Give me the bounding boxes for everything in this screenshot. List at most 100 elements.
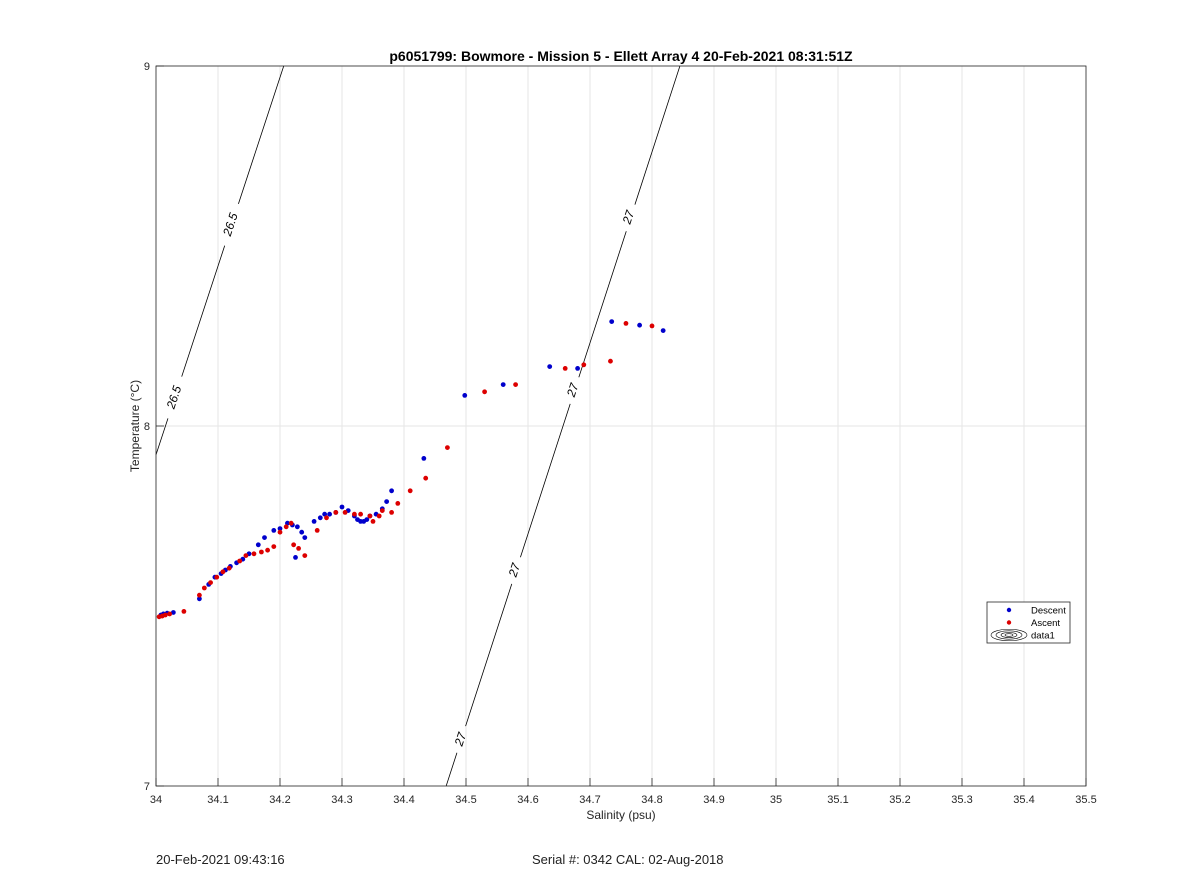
ascent-point [513, 382, 518, 387]
descent-point [262, 535, 267, 540]
descent-point [575, 366, 580, 371]
descent-point [277, 526, 283, 531]
legend-data1-label: data1 [1031, 631, 1055, 642]
ascent-point [167, 611, 173, 617]
ascent-point [367, 513, 373, 519]
ascent-point [395, 501, 401, 506]
descent-point [170, 610, 176, 615]
legend-box [986, 601, 1071, 644]
data-series [156, 319, 666, 620]
descent-point [197, 596, 202, 602]
ascent-point [407, 488, 413, 494]
ascent-point [649, 323, 655, 329]
descent-point [322, 511, 328, 517]
x-tick-label: 35.3 [951, 794, 972, 806]
ascent-point [608, 358, 613, 364]
descent-point [255, 542, 261, 548]
footer-serial-cal: Serial #: 0342 CAL: 02-Aug-2018 [532, 852, 724, 867]
x-tick-label: 34.7 [579, 794, 600, 806]
ascent-point [324, 515, 329, 521]
y-tick-label: 8 [144, 421, 150, 433]
y-axis-label: Temperature (°C) [128, 380, 142, 472]
legend-ascent-marker [1006, 620, 1012, 625]
legend-data1-marker [990, 628, 1028, 642]
ascent-point [162, 612, 168, 618]
descent-point [311, 519, 317, 524]
ascent-point [445, 445, 450, 450]
descent-point [660, 328, 666, 333]
legend-descent-label: Descent [1031, 606, 1066, 617]
x-tick-label: 35 [770, 794, 782, 806]
ascent-point [201, 585, 207, 591]
ascent-point [581, 362, 587, 368]
x-tick-label: 35.5 [1075, 794, 1096, 806]
contour-label: 27 [619, 207, 637, 226]
contour-label: 27 [505, 560, 523, 579]
x-tick-label: 35.1 [827, 794, 848, 806]
y-tick-label: 7 [144, 781, 150, 793]
ascent-point [379, 508, 385, 513]
ascent-point [389, 510, 394, 515]
descent-point [327, 511, 332, 517]
descent-point [302, 535, 308, 540]
ascent-point [296, 546, 301, 551]
ascent-point [376, 513, 382, 519]
descent-point [293, 555, 298, 560]
x-tick-label: 34.4 [393, 794, 414, 806]
x-tick-label: 34 [150, 794, 162, 806]
ascent-point [358, 511, 363, 517]
ascent-point [277, 529, 283, 535]
descent-point [364, 517, 370, 522]
ascent-point [482, 389, 487, 395]
descent-point [547, 364, 553, 369]
x-tick-label: 34.9 [703, 794, 724, 806]
descent-point [294, 524, 300, 530]
chart-title: p6051799: Bowmore - Mission 5 - Ellett A… [389, 48, 853, 64]
ascent-point [251, 551, 257, 557]
x-tick-label: 35.4 [1013, 794, 1034, 806]
legend-data1-marker [1000, 632, 1018, 638]
x-tick-label: 34.5 [455, 794, 476, 806]
ascent-point [271, 544, 277, 549]
descent-point [339, 504, 345, 510]
ascent-point [342, 510, 348, 515]
descent-point [271, 528, 277, 533]
density-contours: 26.5 26.5 27 27 27 27 [155, 65, 681, 787]
descent-point [637, 322, 642, 328]
descent-point [299, 529, 305, 535]
contour-label: 26.5 [220, 211, 241, 239]
ascent-point [214, 574, 220, 580]
legend-ascent-label: Ascent [1031, 618, 1060, 629]
ascent-point [259, 549, 264, 555]
x-tick-label: 34.6 [517, 794, 538, 806]
x-tick-label: 34.2 [269, 794, 290, 806]
ascent-point [226, 565, 232, 571]
ascent-point [423, 475, 429, 481]
x-axis-label: Salinity (psu) [586, 808, 655, 822]
ascent-point [288, 520, 294, 526]
descent-point [421, 456, 427, 461]
ascent-point [197, 592, 202, 598]
grid-lines [155, 65, 1087, 787]
contour-label: 27 [564, 380, 582, 399]
ascent-point [370, 519, 376, 524]
ascent-point [291, 542, 297, 548]
series-ascent [156, 321, 655, 620]
legend-data1-marker [1004, 633, 1014, 637]
descent-point [285, 520, 290, 526]
descent-point [384, 499, 390, 504]
descent-point [462, 393, 468, 398]
x-tick-label: 34.3 [331, 794, 352, 806]
contour-line-27 [445, 65, 681, 787]
descent-point [389, 488, 394, 494]
ascent-point [181, 609, 187, 614]
ascent-point [302, 553, 308, 558]
x-tick-label: 35.2 [889, 794, 910, 806]
axis-ticks: 34 34.1 34.2 34.3 34.4 34.5 34.6 34.7 34.8 34.9 35… [144, 61, 1097, 806]
ascent-point [265, 547, 270, 553]
ascent-point [314, 528, 320, 533]
ascent-point [283, 524, 289, 530]
y-tick-label: 9 [144, 61, 150, 73]
ascent-point [220, 569, 226, 575]
